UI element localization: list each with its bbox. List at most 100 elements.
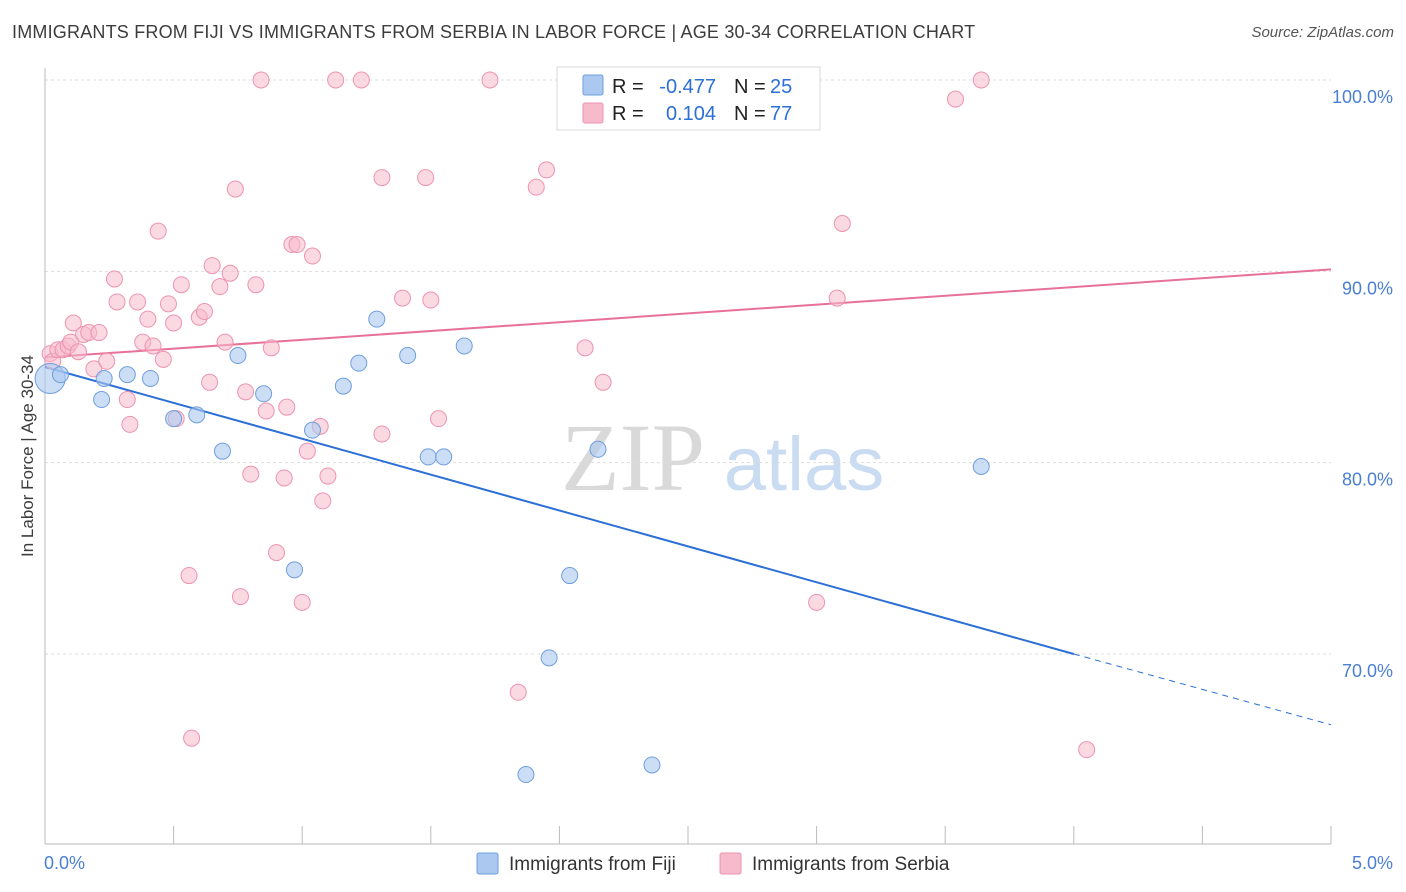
grid-lines <box>45 79 1331 655</box>
stats-r-value-fiji: -0.477 <box>659 76 716 98</box>
source-label: Source: ZipAtlas.com <box>1251 24 1394 41</box>
data-point-fiji <box>561 567 579 585</box>
stats-n-label-serbia: N = <box>734 103 766 125</box>
data-point-serbia <box>430 410 448 428</box>
chart-title: IMMIGRANTS FROM FIJI VS IMMIGRANTS FROM … <box>12 22 976 42</box>
data-point-serbia <box>139 310 157 328</box>
data-point-serbia <box>422 291 440 309</box>
data-point-serbia <box>808 593 826 611</box>
data-point-serbia <box>154 350 172 368</box>
data-point-serbia <box>165 314 183 332</box>
data-point-fiji <box>540 649 558 667</box>
stats-r-label-serbia: R = <box>612 103 644 125</box>
data-point-fiji <box>188 406 206 424</box>
data-point-serbia <box>538 161 556 179</box>
data-point-serbia <box>594 373 612 391</box>
data-point-serbia <box>303 247 321 265</box>
data-point-serbia <box>105 270 123 288</box>
data-point-serbia <box>183 729 201 747</box>
data-point-serbia <box>527 178 545 196</box>
x-tick-label: 0.0% <box>44 853 85 873</box>
data-point-fiji <box>455 337 473 355</box>
data-point-serbia <box>946 90 964 108</box>
data-point-fiji <box>643 756 661 774</box>
data-point-serbia <box>221 264 239 282</box>
data-point-fiji <box>399 347 417 365</box>
stats-swatch-fiji <box>582 74 604 96</box>
y-tick-label: 70.0% <box>1342 661 1393 681</box>
data-point-fiji <box>589 440 607 458</box>
serbia-points <box>41 71 1096 759</box>
stats-box: R = -0.477 N = 25 R = 0.104 N = 77 <box>556 66 821 131</box>
data-point-serbia <box>195 303 213 321</box>
data-point-serbia <box>288 236 306 254</box>
data-point-fiji <box>368 310 386 328</box>
y-tick-label: 90.0% <box>1342 278 1393 298</box>
y-tick-label: 80.0% <box>1342 470 1393 490</box>
trend-line-fiji <box>44 366 1075 655</box>
stats-n-value-fiji: 25 <box>770 76 792 98</box>
data-point-serbia <box>252 71 270 89</box>
data-point-fiji <box>229 347 247 365</box>
trend-line-serbia <box>44 268 1332 359</box>
data-point-fiji <box>303 421 321 439</box>
data-point-serbia <box>159 295 177 313</box>
x-tick-labels: 0.0% 5.0% <box>44 853 1393 873</box>
stats-r-value-serbia: 0.104 <box>666 103 716 125</box>
data-point-fiji <box>255 385 273 403</box>
data-point-serbia <box>352 71 370 89</box>
stats-n-label-fiji: N = <box>734 76 766 98</box>
data-point-serbia <box>172 276 190 294</box>
data-point-serbia <box>373 425 391 443</box>
data-point-serbia <box>216 333 234 351</box>
data-point-fiji <box>517 766 535 784</box>
data-point-serbia <box>144 337 162 355</box>
data-point-fiji <box>93 391 111 409</box>
y-tick-labels: 100.0% 90.0% 80.0% 70.0% <box>1332 87 1393 681</box>
data-point-fiji <box>118 366 136 384</box>
legend-label-serbia: Immigrants from Serbia <box>752 854 950 875</box>
data-point-serbia <box>231 588 249 606</box>
data-point-serbia <box>509 683 527 701</box>
data-point-fiji <box>213 442 231 460</box>
data-point-serbia <box>394 289 412 307</box>
data-point-fiji <box>350 354 368 372</box>
data-point-serbia <box>211 278 229 296</box>
legend-swatch-serbia <box>719 852 742 875</box>
data-point-serbia <box>417 169 435 187</box>
data-point-serbia <box>293 593 311 611</box>
data-point-fiji <box>419 448 437 466</box>
trend-lines <box>44 268 1332 726</box>
data-point-serbia <box>576 339 594 357</box>
data-point-serbia <box>972 71 990 89</box>
data-point-serbia <box>298 442 316 460</box>
stats-swatch-serbia <box>582 102 604 124</box>
data-point-serbia <box>90 324 108 342</box>
data-point-fiji <box>285 561 303 579</box>
fiji-points <box>34 310 990 784</box>
data-point-fiji <box>51 366 69 384</box>
y-axis-title: In Labor Force | Age 30-34 <box>18 355 37 557</box>
data-point-serbia <box>278 398 296 416</box>
data-point-serbia <box>180 567 198 585</box>
watermark-atlas: atlas <box>724 422 885 507</box>
data-point-serbia <box>327 71 345 89</box>
data-point-fiji <box>141 369 159 387</box>
data-point-serbia <box>69 343 87 361</box>
trend-line-fiji-extension <box>1073 653 1332 726</box>
data-point-serbia <box>149 222 167 240</box>
data-point-serbia <box>64 314 82 332</box>
legend-swatch-fiji <box>476 852 499 875</box>
data-point-serbia <box>98 352 116 370</box>
data-point-serbia <box>275 469 293 487</box>
data-point-serbia <box>201 373 219 391</box>
data-point-serbia <box>828 289 846 307</box>
data-point-serbia <box>833 215 851 232</box>
data-point-serbia <box>481 71 499 89</box>
data-point-fiji <box>972 457 990 475</box>
data-point-serbia <box>373 169 391 187</box>
data-point-serbia <box>314 492 332 510</box>
data-point-serbia <box>1078 741 1096 759</box>
data-point-serbia <box>129 293 147 311</box>
data-point-fiji <box>165 410 183 428</box>
